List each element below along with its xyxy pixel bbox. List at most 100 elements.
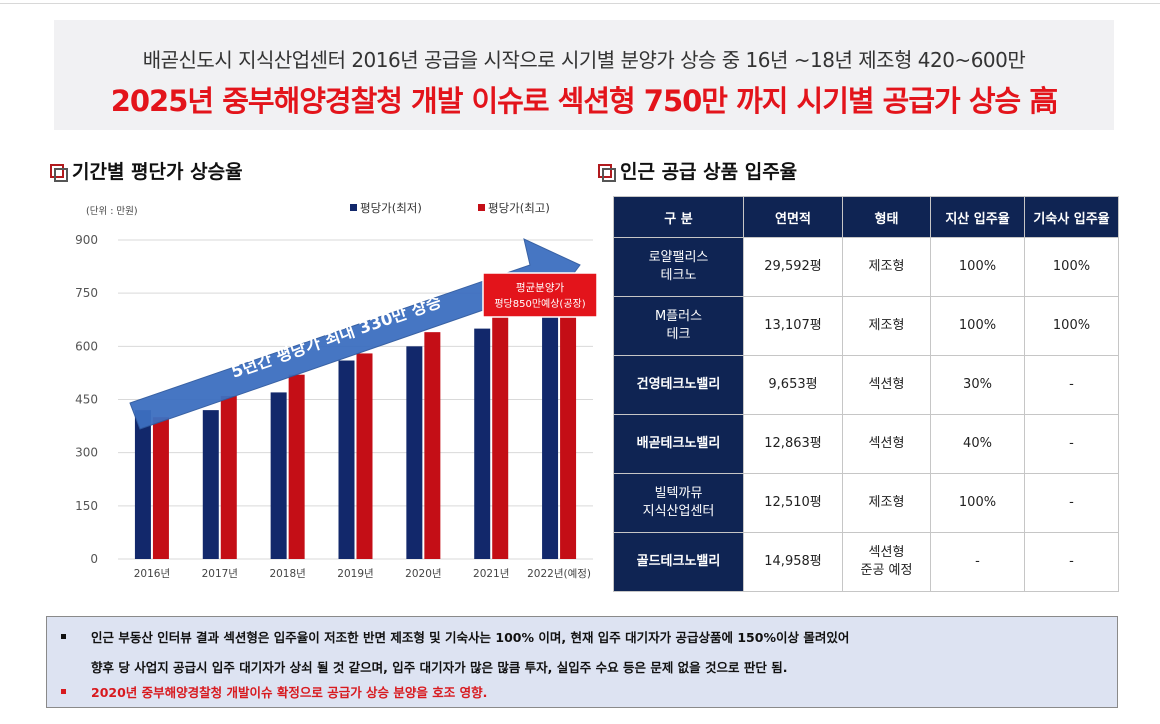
section-square-icon	[598, 163, 616, 182]
cell-occupancy: 100%	[930, 473, 1025, 533]
cell-area: 9,653평	[743, 355, 843, 415]
bar-max	[356, 353, 373, 559]
cell-name: 건영테크노밸리	[613, 355, 744, 415]
legend-swatch	[350, 204, 357, 211]
y-tick-label: 450	[75, 393, 98, 407]
table-row: M플러스 테크 13,107평 제조형 100% 100%	[613, 296, 1119, 356]
right-section-title-text: 인근 공급 상품 입주율	[620, 161, 798, 183]
cell-occupancy: -	[930, 532, 1025, 592]
cell-area-line: 14,958평	[764, 554, 822, 569]
cell-name: M플러스 테크	[613, 296, 744, 356]
cell-occupancy-line: 30%	[963, 377, 992, 392]
note-line-2: 향후 당 사업지 공급시 입주 대기자가 상쇠 될 것 같으며, 입주 대기자가…	[91, 660, 788, 675]
cell-type-line: 섹션형	[868, 377, 905, 392]
callout-line-2: 평당850만예상(공장)	[494, 298, 585, 310]
x-tick-label: 2022년(예정)	[527, 567, 591, 580]
y-tick-label: 150	[75, 499, 98, 513]
cell-area-line: 12,510평	[764, 495, 822, 510]
cell-name-line: 건영테크노밸리	[636, 377, 721, 392]
cell-dorm-occupancy: -	[1024, 532, 1119, 592]
cell-name-line: 골드테크노밸리	[636, 554, 721, 569]
cell-dorm-occupancy: -	[1024, 473, 1119, 533]
cell-name-line: 로얄팰리스	[648, 250, 709, 265]
cell-type: 제조형	[842, 237, 931, 297]
cell-area-line: 29,592평	[764, 259, 822, 274]
cell-occupancy-line: 100%	[958, 495, 997, 510]
cell-type: 제조형	[842, 296, 931, 356]
cell-type-line: 준공 예정	[860, 563, 913, 578]
cell-area: 29,592평	[743, 237, 843, 297]
cell-occupancy-line: 100%	[958, 318, 997, 333]
bullet-icon-red	[61, 689, 66, 694]
bar-max	[152, 417, 169, 559]
cell-dorm-occupancy: 100%	[1024, 296, 1119, 356]
cell-dorm-occupancy-line: 100%	[1052, 318, 1091, 333]
cell-area: 14,958평	[743, 532, 843, 592]
cell-name-line: 지식산업센터	[642, 504, 715, 519]
cell-type: 제조형	[842, 473, 931, 533]
cell-area: 12,510평	[743, 473, 843, 533]
x-tick-label: 2019년	[337, 568, 373, 580]
cell-name: 배곧테크노밸리	[613, 414, 744, 474]
bar-min	[134, 410, 151, 559]
cell-occupancy: 100%	[930, 237, 1025, 297]
cell-occupancy: 100%	[930, 296, 1025, 356]
x-tick-label: 2018년	[269, 568, 305, 580]
cell-occupancy: 30%	[930, 355, 1025, 415]
section-square-icon	[50, 163, 68, 182]
y-tick-label: 600	[75, 339, 98, 353]
supply-occupancy-table: 구 분 연면적 형태 지산 입주율 기숙사 입주율 로얄팰리스 테크노 29,592…	[613, 196, 1119, 592]
cell-dorm-occupancy-line: -	[1069, 495, 1074, 510]
cell-area-line: 13,107평	[764, 318, 822, 333]
bar-min	[338, 360, 355, 559]
cell-dorm-occupancy-line: -	[1069, 436, 1074, 451]
cell-name-line: M플러스	[654, 309, 703, 324]
left-section-title: 기간별 평단가 상승율	[50, 157, 243, 184]
cell-type-line: 섹션형	[868, 436, 905, 451]
header-banner: 배곧신도시 지식산업센터 2016년 공급을 시작으로 시기별 분양가 상승 중…	[54, 20, 1114, 130]
col-header-occupancy: 지산 입주율	[930, 196, 1025, 238]
cell-name-line: 빌텍까뮤	[654, 486, 703, 501]
bar-max	[560, 310, 577, 559]
chart-unit-label: (단위 : 만원)	[86, 205, 138, 217]
bar-min	[202, 410, 219, 559]
legend-swatch	[478, 204, 485, 211]
cell-occupancy-line: 40%	[963, 436, 992, 451]
y-tick-label: 0	[90, 552, 98, 566]
bullet-icon	[61, 634, 66, 639]
cell-dorm-occupancy-line: -	[1069, 377, 1074, 392]
bar-min	[474, 328, 491, 559]
bar-min	[542, 314, 559, 559]
cell-type-line: 제조형	[868, 318, 905, 333]
cell-dorm-occupancy: 100%	[1024, 237, 1119, 297]
cell-occupancy: 40%	[930, 414, 1025, 474]
cell-type-line: 섹션형	[868, 545, 905, 560]
cell-dorm-occupancy-line: 100%	[1052, 259, 1091, 274]
bar-max	[288, 374, 305, 559]
cell-type-line: 제조형	[868, 259, 905, 274]
x-tick-label: 2021년	[473, 568, 509, 580]
cell-area-line: 9,653평	[768, 377, 818, 392]
cell-type: 섹션형	[842, 355, 931, 415]
x-tick-label: 2016년	[134, 568, 170, 580]
header-subtitle: 배곧신도시 지식산업센터 2016년 공급을 시작으로 시기별 분양가 상승 중…	[142, 48, 1026, 72]
cell-name: 골드테크노밸리	[613, 532, 744, 592]
bar-max	[492, 314, 509, 559]
bar-min	[406, 346, 423, 559]
col-header-category: 구 분	[613, 196, 744, 238]
cell-name-line: 테크노	[660, 268, 697, 283]
cell-area: 12,863평	[743, 414, 843, 474]
legend-label: 평당가(최저)	[360, 201, 422, 215]
header-title: 2025년 중부해양경찰청 개발 이슈로 섹션형 750만 까지 시기별 공급가…	[110, 84, 1059, 118]
y-tick-label: 300	[75, 446, 98, 460]
cell-occupancy-line: -	[975, 554, 980, 569]
col-header-type: 형태	[842, 196, 931, 238]
table-row: 배곧테크노밸리 12,863평 섹션형 40% -	[613, 414, 1119, 474]
callout-box	[482, 272, 598, 318]
